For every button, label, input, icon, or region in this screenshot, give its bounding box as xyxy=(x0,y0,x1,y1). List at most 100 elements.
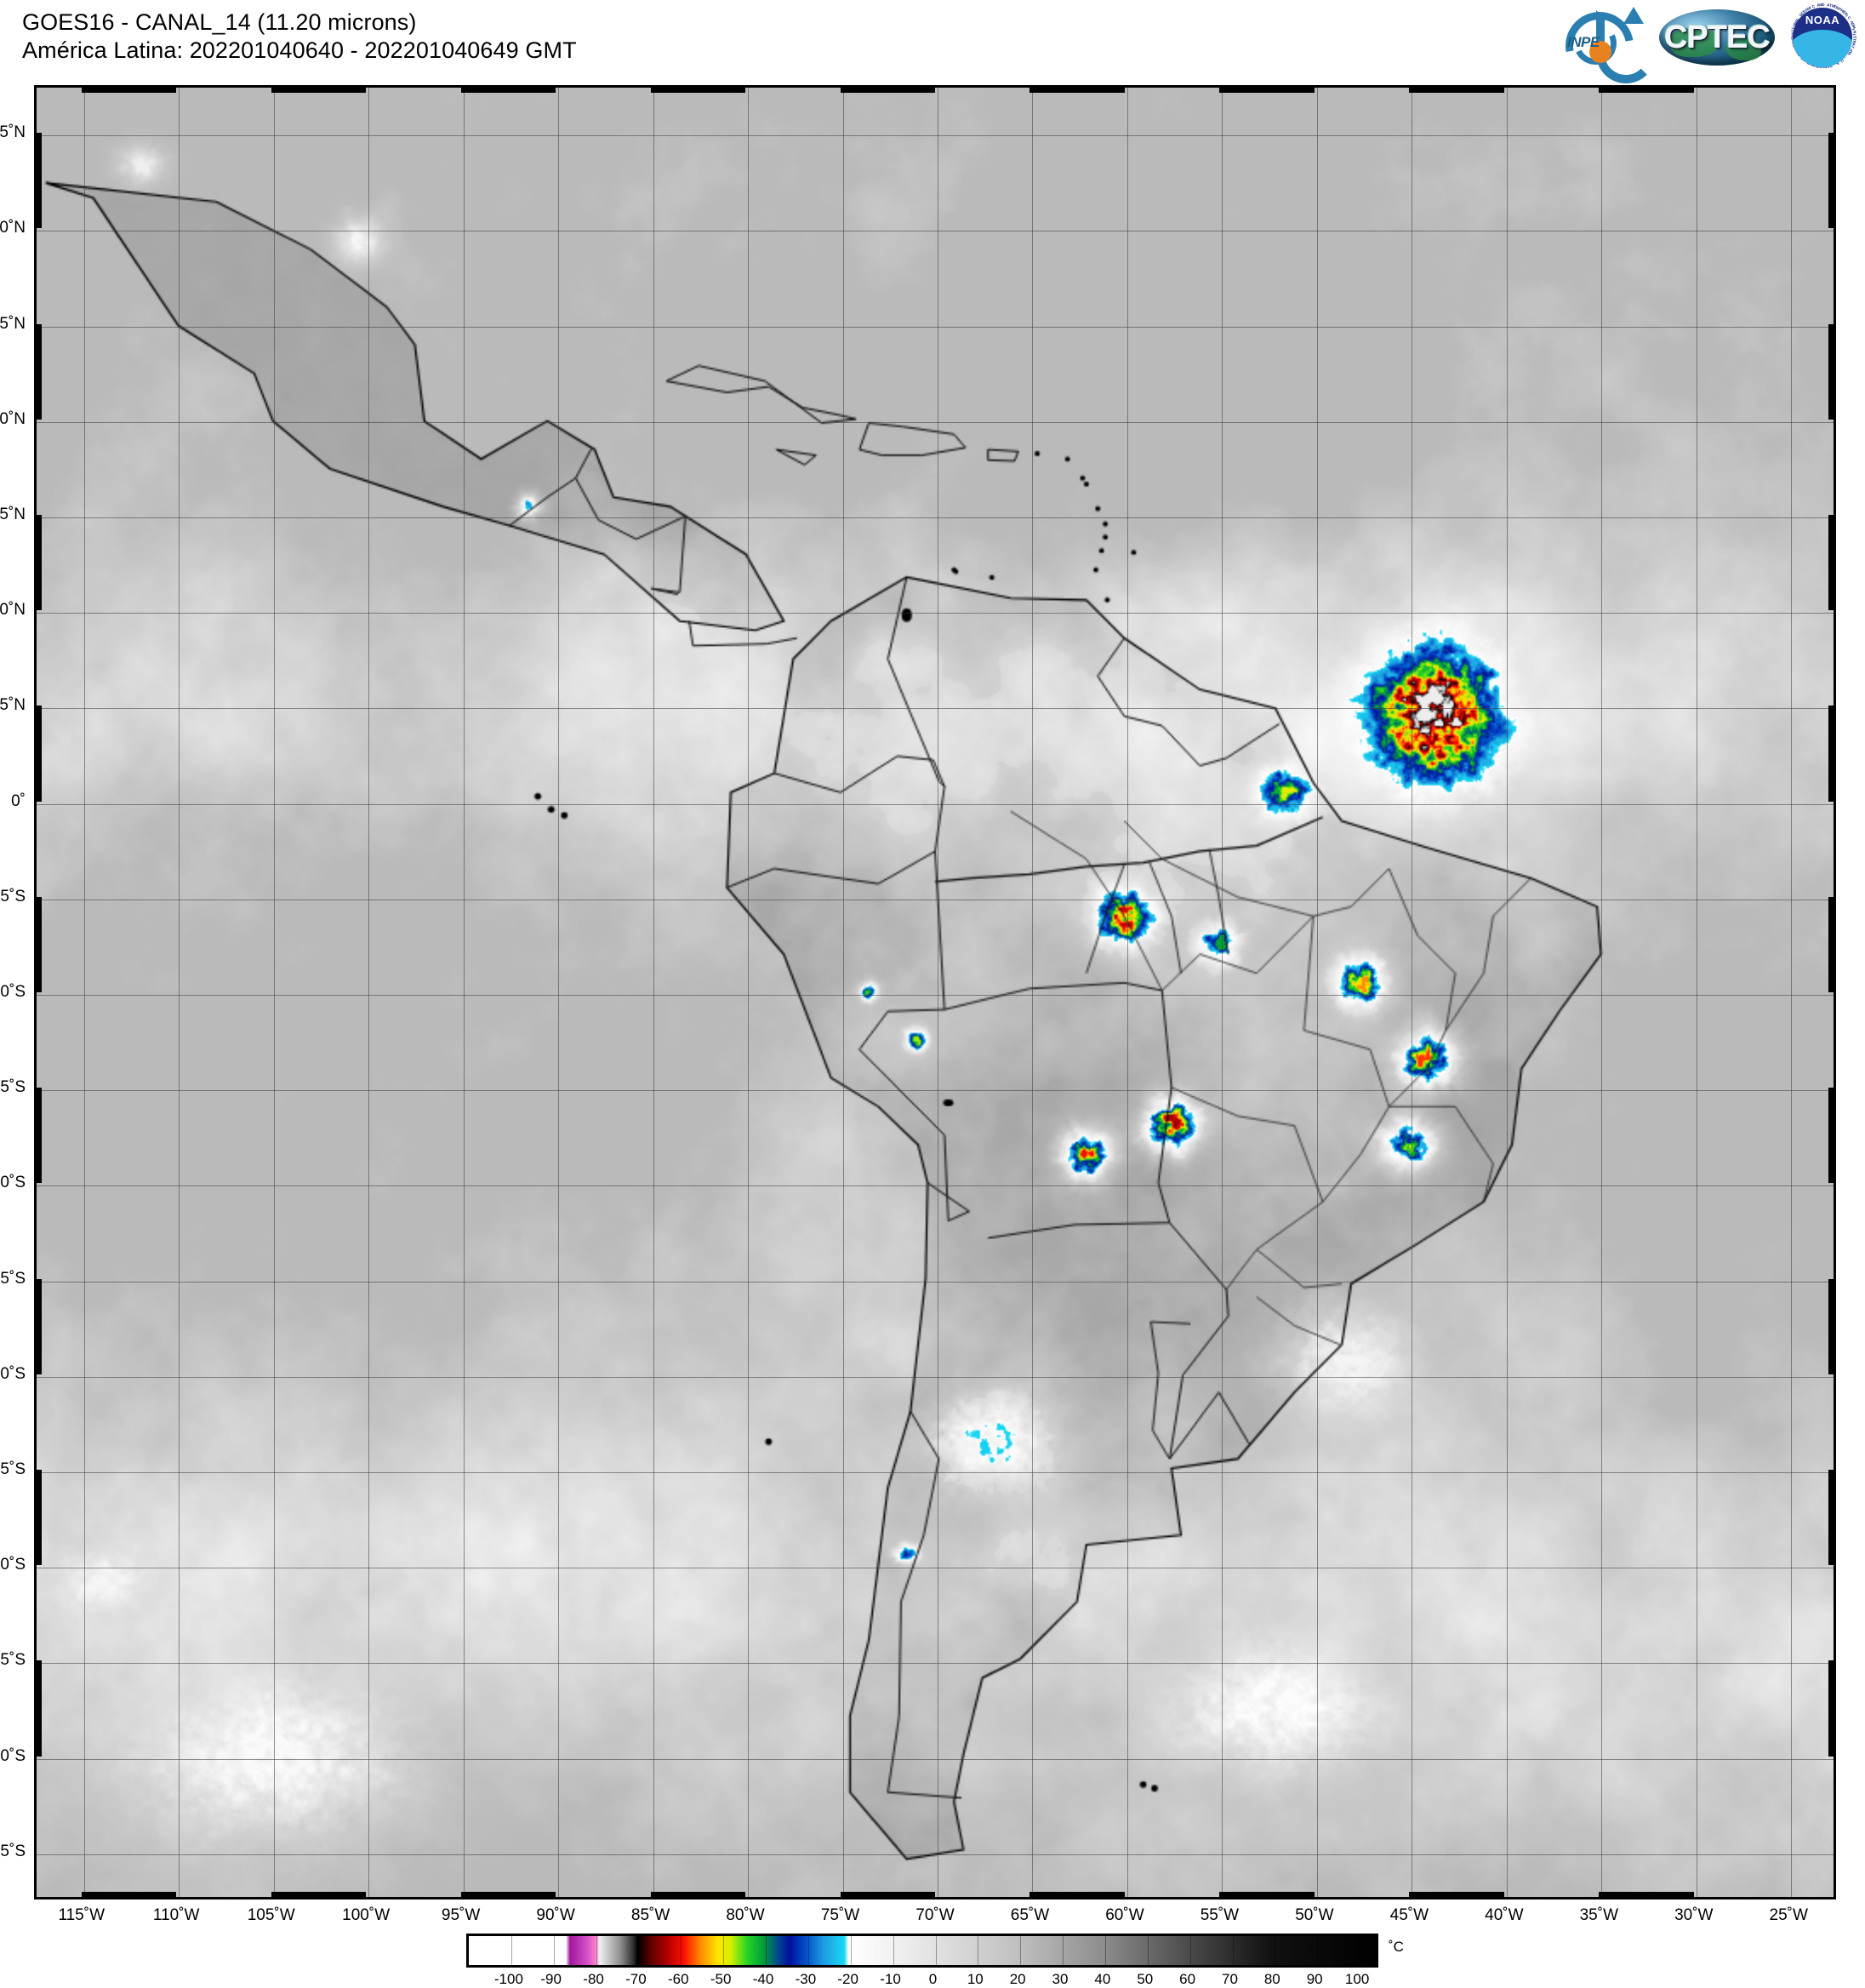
noaa-bird-icon xyxy=(1793,30,1852,67)
header-bar: GOES16 - CANAL_14 (11.20 microns) Améric… xyxy=(0,0,1865,94)
latitude-tick-label: 25˚S xyxy=(0,1269,26,1288)
axis-tick-band xyxy=(1828,514,1836,611)
graticule-parallel xyxy=(37,1472,1834,1474)
longitude-tick-label: 90˚W xyxy=(536,1906,575,1924)
colorbar: ˚C -100 -90 -80 -70 -60 -50 -40 -30 -20 -10 0 10 20 3… xyxy=(466,1934,1404,1987)
colorbar-tick-label: -10 xyxy=(880,1971,901,1987)
colorbar-tick-label: 90 xyxy=(1306,1971,1323,1987)
axis-tick-band xyxy=(1828,896,1836,992)
colorbar-tickmark xyxy=(766,1936,767,1965)
latitude-tick-label: 25˚N xyxy=(0,314,26,333)
graticule-parallel xyxy=(37,1854,1834,1855)
graticule-meridian xyxy=(842,88,844,1897)
graticule-meridian xyxy=(1126,88,1128,1897)
colorbar-tick-label: -30 xyxy=(795,1971,817,1987)
colorbar-tickmark xyxy=(596,1936,597,1965)
colorbar-tickmark xyxy=(510,1936,512,1965)
graticule-parallel xyxy=(37,995,1834,996)
axis-tick-band xyxy=(1828,706,1836,802)
graticule-meridian xyxy=(368,88,370,1897)
axis-tick-band xyxy=(34,133,42,229)
longitude-tick-label: 100˚W xyxy=(342,1906,391,1924)
colorbar-tick-label: -80 xyxy=(583,1971,604,1987)
latitude-tick-label: 50˚S xyxy=(0,1746,26,1765)
title-line-region-time: América Latina: 202201040640 - 202201040… xyxy=(22,37,577,63)
latitude-tick-label: 35˚S xyxy=(0,1460,26,1479)
longitude-tick-label: 35˚W xyxy=(1579,1906,1619,1924)
axis-tick-band xyxy=(650,1892,746,1899)
graticule-parallel xyxy=(37,326,1834,328)
noaa-logo-text: NOAA xyxy=(1805,14,1840,26)
axis-tick-band xyxy=(1828,1088,1836,1184)
latitude-tick-label: 15˚N xyxy=(0,505,26,523)
graticule-parallel xyxy=(37,803,1834,805)
axis-tick-band xyxy=(1828,133,1836,229)
latitude-tick-label: 20˚N xyxy=(0,409,26,428)
axis-tick-band xyxy=(1409,1892,1504,1899)
latitude-tick-label: 30˚S xyxy=(0,1364,26,1383)
latitude-tick-label: 10˚S xyxy=(0,983,26,1001)
longitude-tick-label: 110˚W xyxy=(152,1906,200,1924)
axis-tick-band xyxy=(34,323,42,420)
graticule-meridian xyxy=(1316,88,1318,1897)
colorbar-tickmark xyxy=(807,1936,809,1965)
latitude-tick-label: 30˚N xyxy=(0,219,26,237)
cptec-landmass2-icon xyxy=(1725,38,1761,60)
axis-tick-band xyxy=(271,1892,367,1899)
map-frame[interactable] xyxy=(34,85,1836,1899)
graticule-meridian xyxy=(1601,88,1603,1897)
colorbar-swatch xyxy=(466,1934,1378,1968)
longitude-tick-label: 60˚W xyxy=(1105,1906,1144,1924)
colorbar-tick-label: -20 xyxy=(837,1971,858,1987)
page-title: GOES16 - CANAL_14 (11.20 microns) Améric… xyxy=(22,9,577,65)
axis-tick-band xyxy=(81,85,177,93)
colorbar-tick-label: 20 xyxy=(1009,1971,1026,1987)
colorbar-tickmark xyxy=(1020,1936,1022,1965)
axis-tick-band xyxy=(650,85,746,93)
noaa-seal-icon xyxy=(1793,8,1852,67)
colorbar-tickmark xyxy=(893,1936,894,1965)
longitude-tick-label: 85˚W xyxy=(630,1906,670,1924)
longitude-tick-label: 45˚W xyxy=(1389,1906,1429,1924)
colorbar-tickmark xyxy=(850,1936,852,1965)
axis-tick-band xyxy=(1828,1278,1836,1374)
axis-tick-band xyxy=(271,85,367,93)
colorbar-tick-label: 0 xyxy=(928,1971,938,1987)
longitude-tick-label: 80˚W xyxy=(726,1906,765,1924)
graticule-meridian xyxy=(1791,88,1793,1897)
colorbar-tick-label: 40 xyxy=(1094,1971,1111,1987)
colorbar-tickmark xyxy=(553,1936,555,1965)
graticule-meridian xyxy=(558,88,560,1897)
longitude-tick-label: 50˚W xyxy=(1295,1906,1334,1924)
axis-tick-band xyxy=(1599,1892,1694,1899)
satellite-image[interactable] xyxy=(37,88,1834,1897)
axis-tick-band xyxy=(34,1660,42,1757)
axis-tick-band xyxy=(1828,1470,1836,1566)
latitude-tick-label: 55˚S xyxy=(0,1842,26,1860)
colorbar-tick-label: -60 xyxy=(668,1971,689,1987)
graticule-parallel xyxy=(37,1090,1834,1092)
axis-tick-band xyxy=(1599,85,1694,93)
colorbar-tickmark xyxy=(1147,1936,1149,1965)
longitude-tick-label: 95˚W xyxy=(441,1906,481,1924)
latitude-tick-label: 0˚ xyxy=(11,791,26,810)
graticule-parallel xyxy=(37,1185,1834,1187)
colorbar-tick-label: 60 xyxy=(1179,1971,1196,1987)
latitude-tick-label: 40˚S xyxy=(0,1556,26,1574)
colorbar-tickmark xyxy=(1317,1936,1319,1965)
cptec-logo-text: CPTEC xyxy=(1664,20,1771,55)
graticule-meridian xyxy=(748,88,750,1897)
graticule-parallel xyxy=(37,421,1834,423)
longitude-tick-label: 55˚W xyxy=(1200,1906,1240,1924)
graticule-meridian xyxy=(83,88,85,1897)
colorbar-tick-label: 30 xyxy=(1052,1971,1069,1987)
axis-tick-band xyxy=(34,706,42,802)
colorbar-tick-label: 100 xyxy=(1344,1971,1370,1987)
longitude-tick-label: 115˚W xyxy=(58,1906,106,1924)
satellite-figure: 115˚W 110˚W 105˚W 100˚W 95˚W 90˚W 85˚W 80˚W 75˚W… xyxy=(0,85,1836,1924)
latitude-tick-label: 5˚S xyxy=(0,887,26,905)
axis-tick-band xyxy=(81,1892,177,1899)
graticule-meridian xyxy=(179,88,180,1897)
